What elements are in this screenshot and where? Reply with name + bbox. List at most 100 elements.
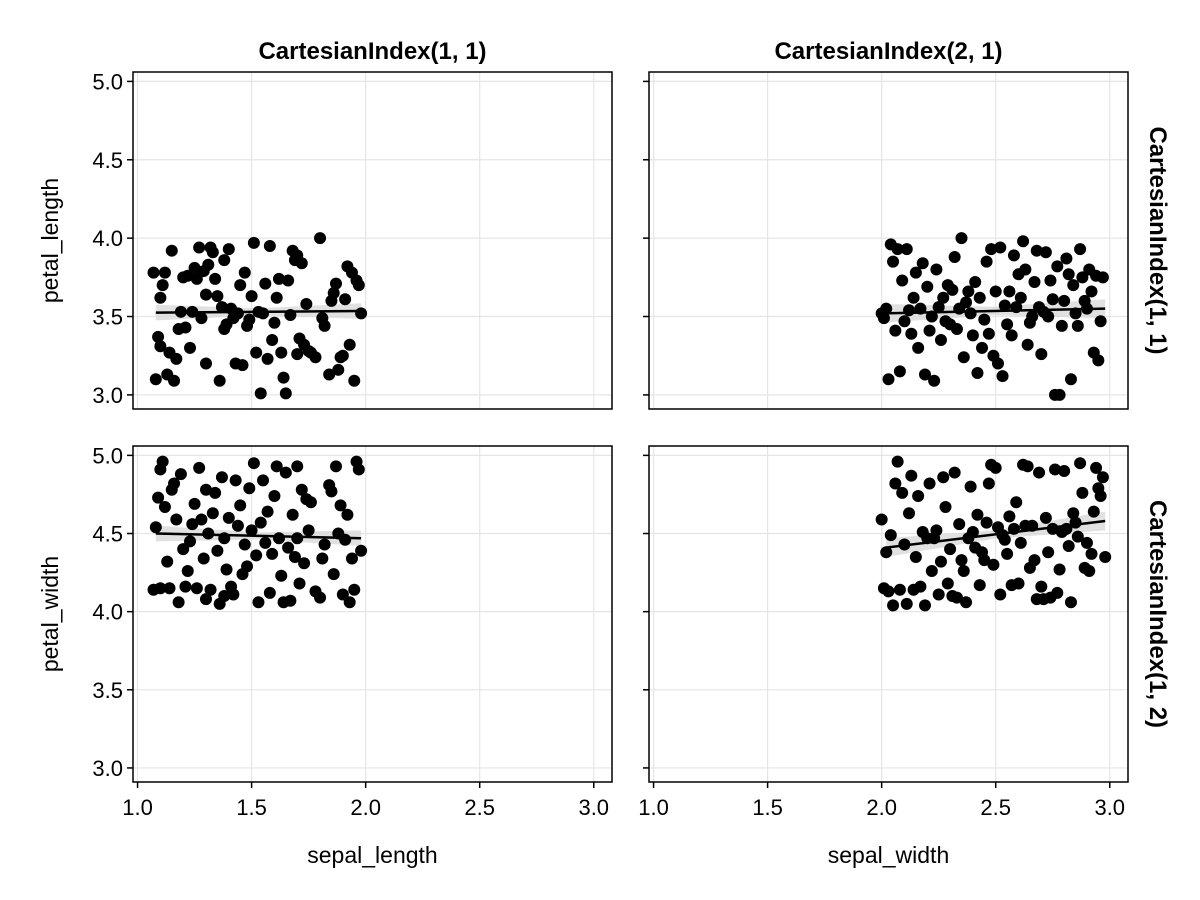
data-point: [336, 588, 349, 601]
x-tick-label: 1.0: [122, 795, 153, 820]
data-point: [1021, 460, 1034, 473]
data-point: [1007, 249, 1020, 262]
data-point: [1035, 348, 1048, 361]
x-tick-label: 1.5: [752, 795, 783, 820]
data-point: [880, 546, 893, 559]
data-point: [971, 508, 984, 521]
data-point: [912, 341, 925, 354]
x-tick-label: 1.5: [236, 795, 267, 820]
data-point: [1060, 252, 1073, 265]
data-point: [252, 596, 265, 609]
data-point: [976, 341, 989, 354]
data-point: [254, 387, 267, 400]
row-label: CartesianIndex(1, 2): [1144, 500, 1171, 728]
data-point: [288, 550, 301, 563]
data-point: [174, 468, 187, 481]
facet-panels: 3.0 3.5 4.0 4.5 5.0 CartesianIndex(1, 1) petal…: [37, 38, 1171, 868]
data-point: [903, 304, 916, 317]
data-point: [345, 552, 358, 565]
data-point: [1044, 274, 1057, 287]
data-point: [286, 508, 299, 521]
data-point: [199, 483, 212, 496]
data-point: [912, 490, 925, 503]
data-point: [247, 457, 260, 470]
data-point: [268, 316, 281, 329]
data-point: [195, 513, 208, 526]
data-point: [202, 258, 215, 271]
data-point: [969, 276, 982, 289]
y-axis-label: petal_width: [37, 556, 63, 672]
data-point: [937, 471, 950, 484]
regression-line: [881, 307, 1106, 315]
data-point: [905, 469, 918, 482]
data-point: [928, 374, 941, 387]
data-point: [204, 583, 217, 596]
data-point: [263, 239, 276, 252]
data-point: [218, 590, 231, 603]
data-point: [222, 243, 235, 256]
data-point: [1076, 486, 1089, 499]
data-point: [168, 374, 181, 387]
y-tick-label: 4.5: [92, 522, 123, 547]
data-point: [190, 582, 203, 595]
data-point: [179, 580, 192, 593]
data-point: [250, 346, 263, 359]
data-point: [270, 291, 283, 304]
data-point: [152, 330, 165, 343]
data-point: [1001, 318, 1014, 331]
data-point: [209, 486, 222, 499]
data-point: [907, 291, 920, 304]
data-point: [170, 513, 183, 526]
data-point: [309, 351, 322, 364]
data-point: [932, 588, 945, 601]
data-point: [336, 349, 349, 362]
data-point: [1053, 563, 1066, 576]
data-point: [275, 346, 288, 359]
data-point: [222, 511, 235, 524]
data-point: [236, 359, 249, 372]
data-point: [893, 583, 906, 596]
data-point: [220, 563, 233, 576]
data-point: [318, 538, 331, 551]
data-point: [314, 232, 327, 245]
column-title: CartesianIndex(2, 1): [774, 38, 1002, 65]
x-tick-label: 3.0: [578, 795, 609, 820]
data-point: [243, 482, 256, 495]
data-point: [229, 474, 242, 487]
data-point: [1014, 536, 1027, 549]
data-point: [323, 368, 336, 381]
data-point: [900, 243, 913, 256]
data-point: [989, 285, 1002, 298]
data-point: [948, 466, 961, 479]
data-point: [994, 588, 1007, 601]
y-tick-label: 4.0: [92, 600, 123, 625]
data-point: [1074, 243, 1087, 256]
data-point: [898, 315, 911, 328]
data-point: [181, 269, 194, 282]
data-point: [257, 474, 270, 487]
data-point: [234, 499, 247, 512]
data-point: [994, 241, 1007, 254]
data-point: [1039, 511, 1052, 524]
data-point: [152, 491, 165, 504]
data-point: [298, 557, 311, 570]
data-point: [955, 554, 968, 567]
data-point: [279, 387, 292, 400]
data-point: [1064, 373, 1077, 386]
data-point: [1058, 465, 1071, 478]
panel-frame: [648, 445, 1129, 783]
data-point: [882, 585, 895, 598]
data-point: [332, 363, 345, 376]
data-point: [209, 272, 222, 285]
data-point: [161, 555, 174, 568]
data-point: [279, 466, 292, 479]
x-tick-label: 2.5: [464, 795, 495, 820]
data-point: [158, 266, 171, 279]
y-tick-label: 3.0: [92, 756, 123, 781]
data-point: [300, 297, 313, 310]
data-point: [263, 586, 276, 599]
data-point: [896, 274, 909, 287]
data-point: [887, 255, 900, 268]
data-point: [980, 255, 993, 268]
data-point: [905, 327, 918, 340]
